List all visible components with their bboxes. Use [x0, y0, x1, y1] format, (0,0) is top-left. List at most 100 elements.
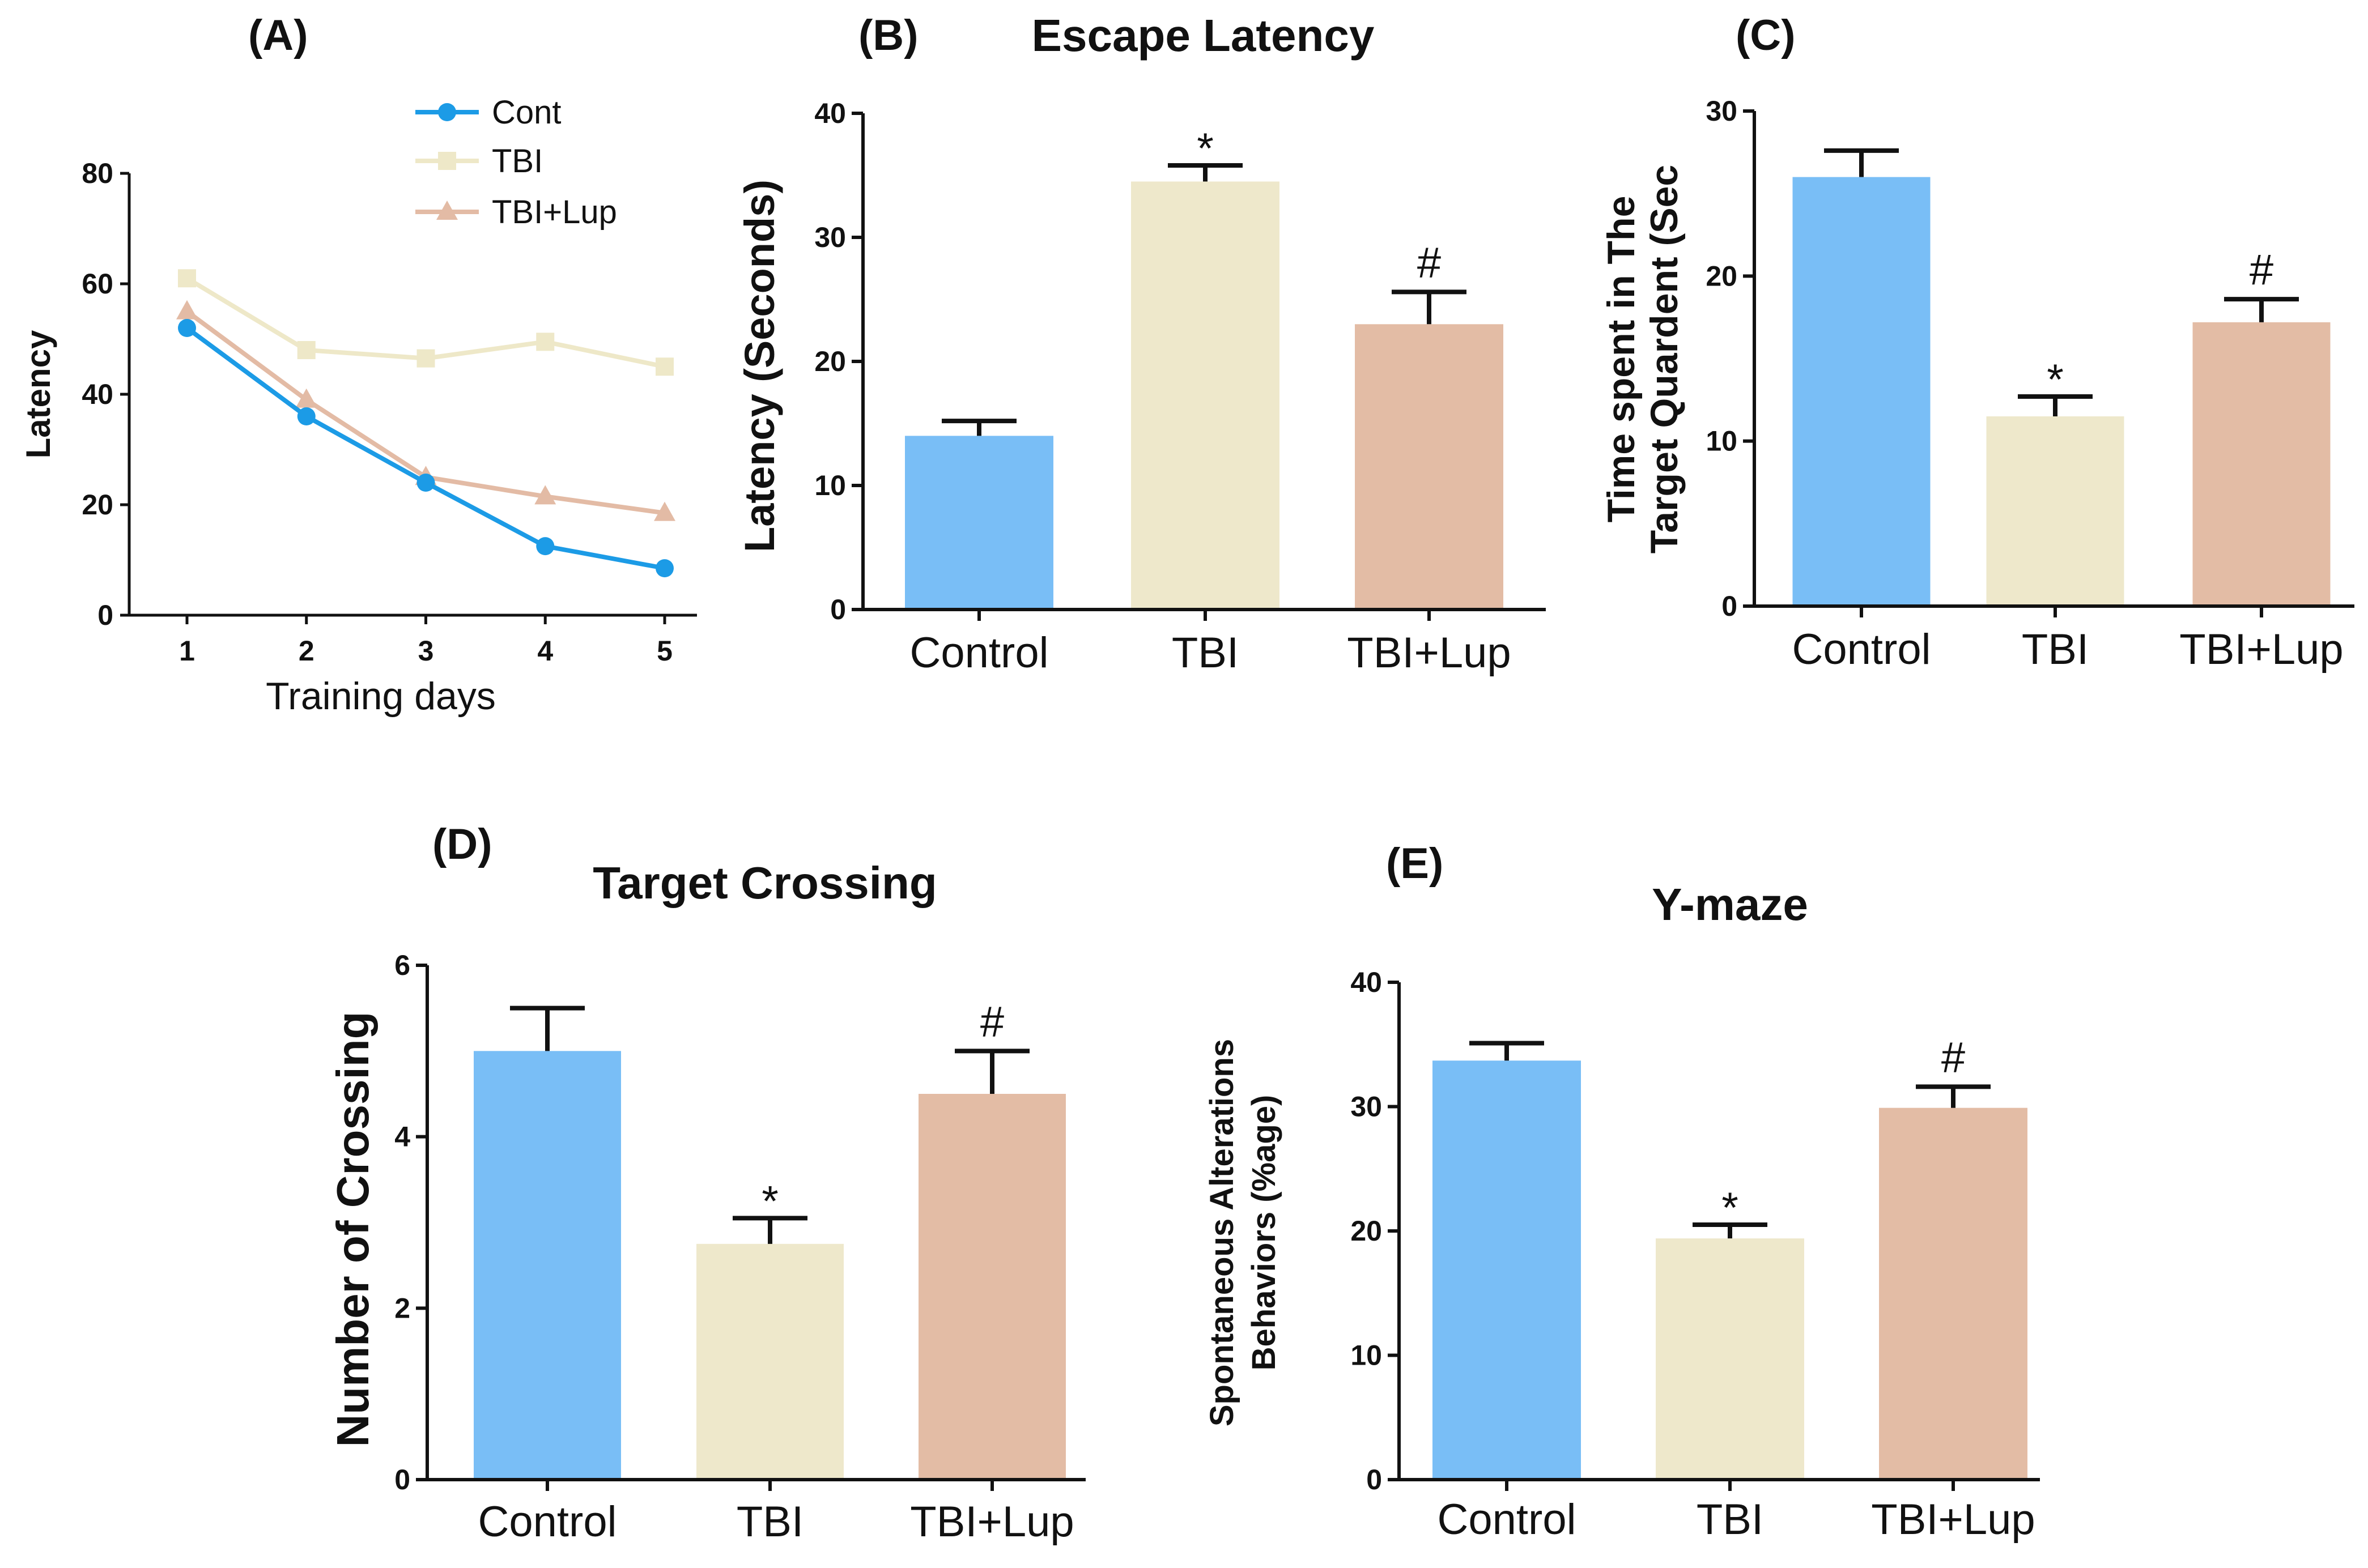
y-tick-label-a: 20 [82, 489, 113, 521]
bar-tbi-lup [1355, 324, 1503, 610]
bar-tbi-lup [919, 1094, 1066, 1480]
significance-marker-star: * [1197, 125, 1214, 173]
legend-label-tbi: TBI [492, 143, 543, 180]
x-category-label: TBI [1172, 629, 1239, 677]
data-point-tbi-lup [176, 300, 198, 319]
y-tick-label-e: 0 [1366, 1464, 1382, 1495]
data-point-cont [297, 407, 316, 425]
y-axis-label-d: Number of Crossing [328, 1012, 378, 1447]
data-point-tbi-lup [295, 388, 317, 408]
legend-marker-tbi-lup [436, 201, 458, 220]
x-tick-label-a: 3 [418, 635, 434, 667]
data-point-tbi-lup [654, 501, 675, 521]
data-point-tbi-lup [534, 485, 556, 505]
bar-control [1432, 1060, 1581, 1480]
y-tick-label-d: 4 [394, 1121, 410, 1153]
y-axis-label-line: Target Quardent (Sec [1643, 165, 1686, 553]
panel-label-d: (D) [432, 820, 492, 868]
x-category-label: TBI [1697, 1495, 1763, 1544]
y-tick-label-b: 40 [814, 97, 846, 129]
bar-tbi [696, 1243, 844, 1480]
x-category-label: TBI [2022, 625, 2089, 674]
y-tick-label-e: 20 [1350, 1215, 1382, 1247]
y-tick-label-a: 60 [82, 268, 113, 300]
y-tick-label-c: 20 [1706, 260, 1737, 292]
x-category-label: TBI+Lup [910, 1498, 1074, 1546]
data-point-tbi [416, 349, 435, 368]
data-point-tbi [536, 333, 555, 351]
chart-title-e: Y-maze [1652, 879, 1808, 930]
y-tick-label-e: 40 [1350, 966, 1382, 998]
y-tick-label-d: 2 [394, 1292, 410, 1324]
chart-a: (A) 0 20 40 60 80 1 2 3 4 5 Training days Latency Con… [19, 11, 697, 718]
panel-label-e: (E) [1386, 840, 1443, 888]
bar-tbi [1656, 1238, 1804, 1480]
data-point-tbi [656, 357, 674, 376]
y-tick-label-c: 30 [1706, 95, 1737, 127]
legend-marker-cont [438, 103, 456, 121]
y-tick-label-b: 10 [814, 470, 846, 501]
bar-control [1792, 177, 1931, 606]
panel-label-a: (A) [248, 11, 308, 59]
y-axis-label-line: Spontaneous Alterations [1204, 1039, 1240, 1426]
data-point-cont [536, 537, 555, 556]
chart-title-d: Target Crossing [593, 858, 937, 908]
data-point-tbi [297, 341, 316, 359]
legend-marker-tbi [438, 152, 456, 170]
bar-tbi [1986, 416, 2124, 606]
data-point-tbi [178, 269, 196, 288]
y-tick-label-e: 10 [1350, 1340, 1382, 1371]
y-tick-label-c: 10 [1706, 425, 1737, 457]
y-tick-label-a: 0 [97, 599, 113, 631]
x-category-label: Control [910, 629, 1049, 677]
bar-control [474, 1051, 621, 1480]
x-category-label: Control [1438, 1495, 1576, 1544]
x-category-label: TBI [737, 1498, 803, 1546]
x-tick-label-a: 1 [179, 635, 195, 667]
bar-tbi-lup [2192, 322, 2331, 606]
y-axis-label-c: Time spent in TheTarget Quardent (Sec [1600, 165, 1686, 553]
significance-marker-hash: # [1417, 238, 1441, 287]
data-point-cont [656, 559, 674, 578]
x-tick-label-a: 2 [299, 635, 314, 667]
x-tick-label-a: 4 [537, 635, 553, 667]
x-tick-label-a: 5 [657, 635, 673, 667]
significance-marker-star: * [1721, 1184, 1738, 1232]
chart-d: (D) Target Crossing Number of Crossing Cont… [328, 820, 1086, 1546]
y-tick-label-d: 6 [394, 949, 410, 981]
data-point-cont [416, 474, 435, 492]
x-category-label: TBI+Lup [1347, 629, 1511, 677]
legend-label-cont: Cont [492, 94, 562, 131]
y-tick-label-b: 20 [814, 346, 846, 377]
y-tick-label-c: 0 [1721, 590, 1737, 622]
significance-marker-hash: # [1941, 1033, 1965, 1081]
chart-title-b: Escape Latency [1032, 10, 1375, 61]
x-category-label: TBI+Lup [2179, 625, 2343, 674]
y-tick-label-b: 0 [830, 594, 846, 625]
y-axis-label-e: Spontaneous Alterations Behaviors (%age) [1204, 1039, 1282, 1426]
significance-marker-hash: # [2250, 246, 2273, 294]
panel-label-c: (C) [1736, 11, 1796, 59]
legend-label-tbi-lup: TBI+Lup [492, 194, 617, 231]
y-axis-label-line: Behaviors (%age) [1245, 1095, 1282, 1371]
x-category-label: Control [478, 1498, 617, 1546]
y-axis-label-b: Latency (Seconds) [736, 180, 783, 552]
chart-c: (C) Time spent in TheTarget Quardent (Sec… [1600, 11, 2354, 674]
x-axis-label-a: Training days [266, 675, 496, 718]
y-tick-label-d: 0 [394, 1464, 410, 1495]
significance-marker-star: * [2047, 356, 2064, 404]
chart-b: (B) Escape Latency Latency (Seconds) Contro… [736, 10, 1546, 677]
significance-marker-hash: # [980, 998, 1004, 1046]
y-tick-label-e: 30 [1350, 1091, 1382, 1123]
x-category-label: TBI+Lup [1871, 1495, 2035, 1544]
bar-control [905, 436, 1053, 610]
data-point-cont [178, 319, 196, 337]
y-axis-label-line: Time spent in The [1600, 196, 1643, 523]
bar-tbi-lup [1879, 1107, 2027, 1480]
significance-marker-star: * [762, 1177, 779, 1225]
y-tick-label-a: 40 [82, 378, 113, 410]
y-tick-label-b: 30 [814, 221, 846, 253]
panel-label-b: (B) [858, 11, 919, 59]
y-axis-label-a: Latency [19, 330, 57, 458]
